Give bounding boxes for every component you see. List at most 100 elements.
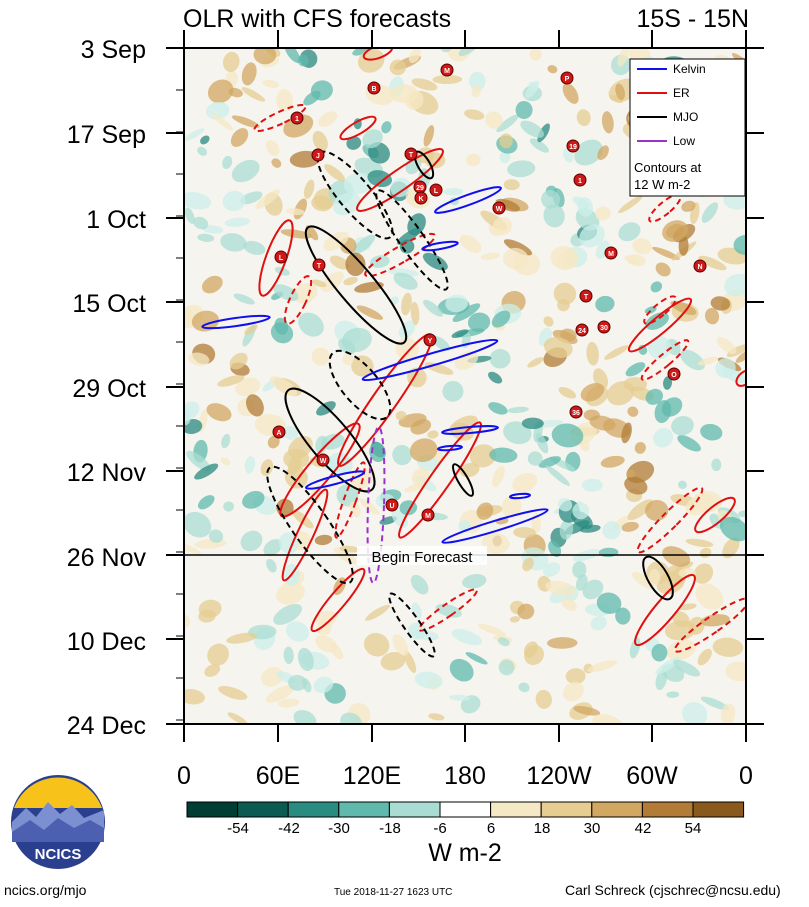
anomaly-blob — [202, 225, 224, 234]
anomaly-blob — [565, 668, 586, 685]
anomaly-blob — [363, 632, 390, 657]
anomaly-blob — [294, 282, 318, 304]
anomaly-blob — [333, 547, 357, 565]
anomaly-blob — [697, 356, 718, 366]
anomaly-blob — [197, 233, 215, 242]
footer-author: Carl Schreck (cjschrec@ncsu.edu) — [565, 882, 781, 898]
colorbar-units: W m-2 — [428, 839, 502, 867]
anomaly-blob — [184, 541, 201, 555]
storm-marker-label: L — [434, 188, 439, 195]
storm-marker-label: 19 — [569, 144, 577, 151]
anomaly-blob — [244, 324, 258, 335]
anomaly-blob — [586, 341, 599, 366]
anomaly-blob — [341, 327, 372, 353]
anomaly-blob — [242, 490, 265, 509]
anomaly-blob — [710, 296, 731, 311]
anomaly-blob — [465, 652, 488, 665]
legend-box — [629, 58, 746, 197]
colorbar-box — [692, 801, 745, 818]
colorbar-tick-label: -6 — [433, 820, 446, 837]
anomaly-blob — [222, 190, 246, 212]
anomaly-blob — [580, 382, 605, 402]
anomaly-blob — [283, 114, 314, 138]
anomaly-blob — [414, 671, 443, 689]
colorbar-box — [439, 801, 492, 818]
anomaly-blob — [330, 643, 344, 660]
anomaly-blob — [507, 160, 536, 178]
anomaly-blob — [523, 641, 539, 658]
y-axis: 3 Sep 17 Sep 1 Oct 15 Oct 29 Oct 12 Nov … — [67, 36, 147, 740]
anomaly-blob — [678, 235, 689, 256]
x-tick-label: 0 — [177, 762, 191, 790]
footer-left[interactable]: ncics.org/mjo — [4, 882, 87, 898]
wave-contour — [636, 486, 704, 554]
wave-contour — [452, 463, 474, 497]
wave-contour — [266, 465, 354, 585]
anomaly-blob — [498, 659, 515, 676]
anomaly-blob — [695, 583, 724, 610]
anomaly-blob — [632, 238, 652, 255]
anomaly-blob — [345, 252, 366, 277]
anomaly-blob — [579, 438, 590, 452]
anomaly-blob — [581, 478, 603, 492]
anomaly-blob — [543, 204, 565, 228]
anomaly-blob — [559, 519, 574, 540]
legend: Kelvin ER MJO Low Contours at 12 W m-2 — [629, 58, 746, 197]
anomaly-blob — [644, 306, 657, 314]
storm-marker-label: T — [584, 294, 589, 301]
anomaly-blob — [681, 200, 696, 212]
anomaly-blob — [543, 316, 554, 327]
colorbar-box — [287, 801, 340, 818]
wave-contour — [634, 573, 696, 647]
anomaly-blob — [235, 377, 261, 397]
x-tick-label: 120E — [343, 762, 401, 790]
storm-marker — [573, 173, 587, 187]
anomaly-blob — [561, 597, 577, 611]
anomaly-blob — [411, 78, 438, 91]
anomaly-blob — [211, 113, 234, 131]
anomaly-blob — [241, 62, 257, 86]
wave-contour — [627, 297, 693, 353]
axis-ticks — [166, 30, 764, 742]
wave-contour — [673, 597, 746, 653]
anomaly-blob — [217, 375, 245, 387]
storm-marker — [597, 320, 611, 334]
colorbar-tick-label: -30 — [328, 820, 350, 837]
anomaly-blob — [621, 521, 639, 532]
anomaly-blob — [677, 435, 701, 452]
anomaly-blob — [485, 111, 503, 129]
y-tick-label: 1 Oct — [86, 206, 146, 234]
wave-contour — [398, 421, 482, 539]
anomaly-blob — [653, 428, 674, 448]
storm-marker-label: O — [671, 372, 677, 379]
anomaly-blob — [698, 255, 727, 271]
anomaly-blob — [459, 234, 482, 253]
anomaly-blob — [590, 616, 607, 631]
ncics-logo: NCICS — [11, 775, 105, 869]
anomaly-blob — [527, 451, 543, 466]
anomaly-blob — [515, 100, 533, 120]
anomaly-blob — [246, 394, 264, 417]
anomaly-blob — [428, 713, 445, 721]
anomaly-blob — [220, 233, 247, 252]
colorbar-box — [591, 801, 643, 818]
anomaly-blob — [262, 79, 280, 88]
storm-marker — [566, 139, 580, 153]
legend-label-low: Low — [673, 134, 695, 148]
anomaly-blob — [576, 109, 591, 127]
anomaly-blob — [311, 279, 327, 288]
legend-label-er: ER — [673, 86, 690, 100]
anomaly-blob — [572, 561, 587, 579]
anomaly-blob — [624, 476, 648, 495]
storm-marker — [667, 367, 681, 381]
anomaly-blob — [186, 450, 211, 472]
wave-contour — [284, 387, 376, 493]
storm-marker-label: K — [418, 196, 423, 203]
anomaly-blob — [647, 335, 672, 360]
anomaly-blob — [685, 538, 714, 548]
anomaly-blob — [184, 688, 205, 705]
anomaly-blob — [423, 125, 435, 147]
x-tick-label: 60E — [256, 762, 300, 790]
storm-marker — [385, 498, 399, 512]
storm-marker-label: M — [608, 251, 614, 258]
